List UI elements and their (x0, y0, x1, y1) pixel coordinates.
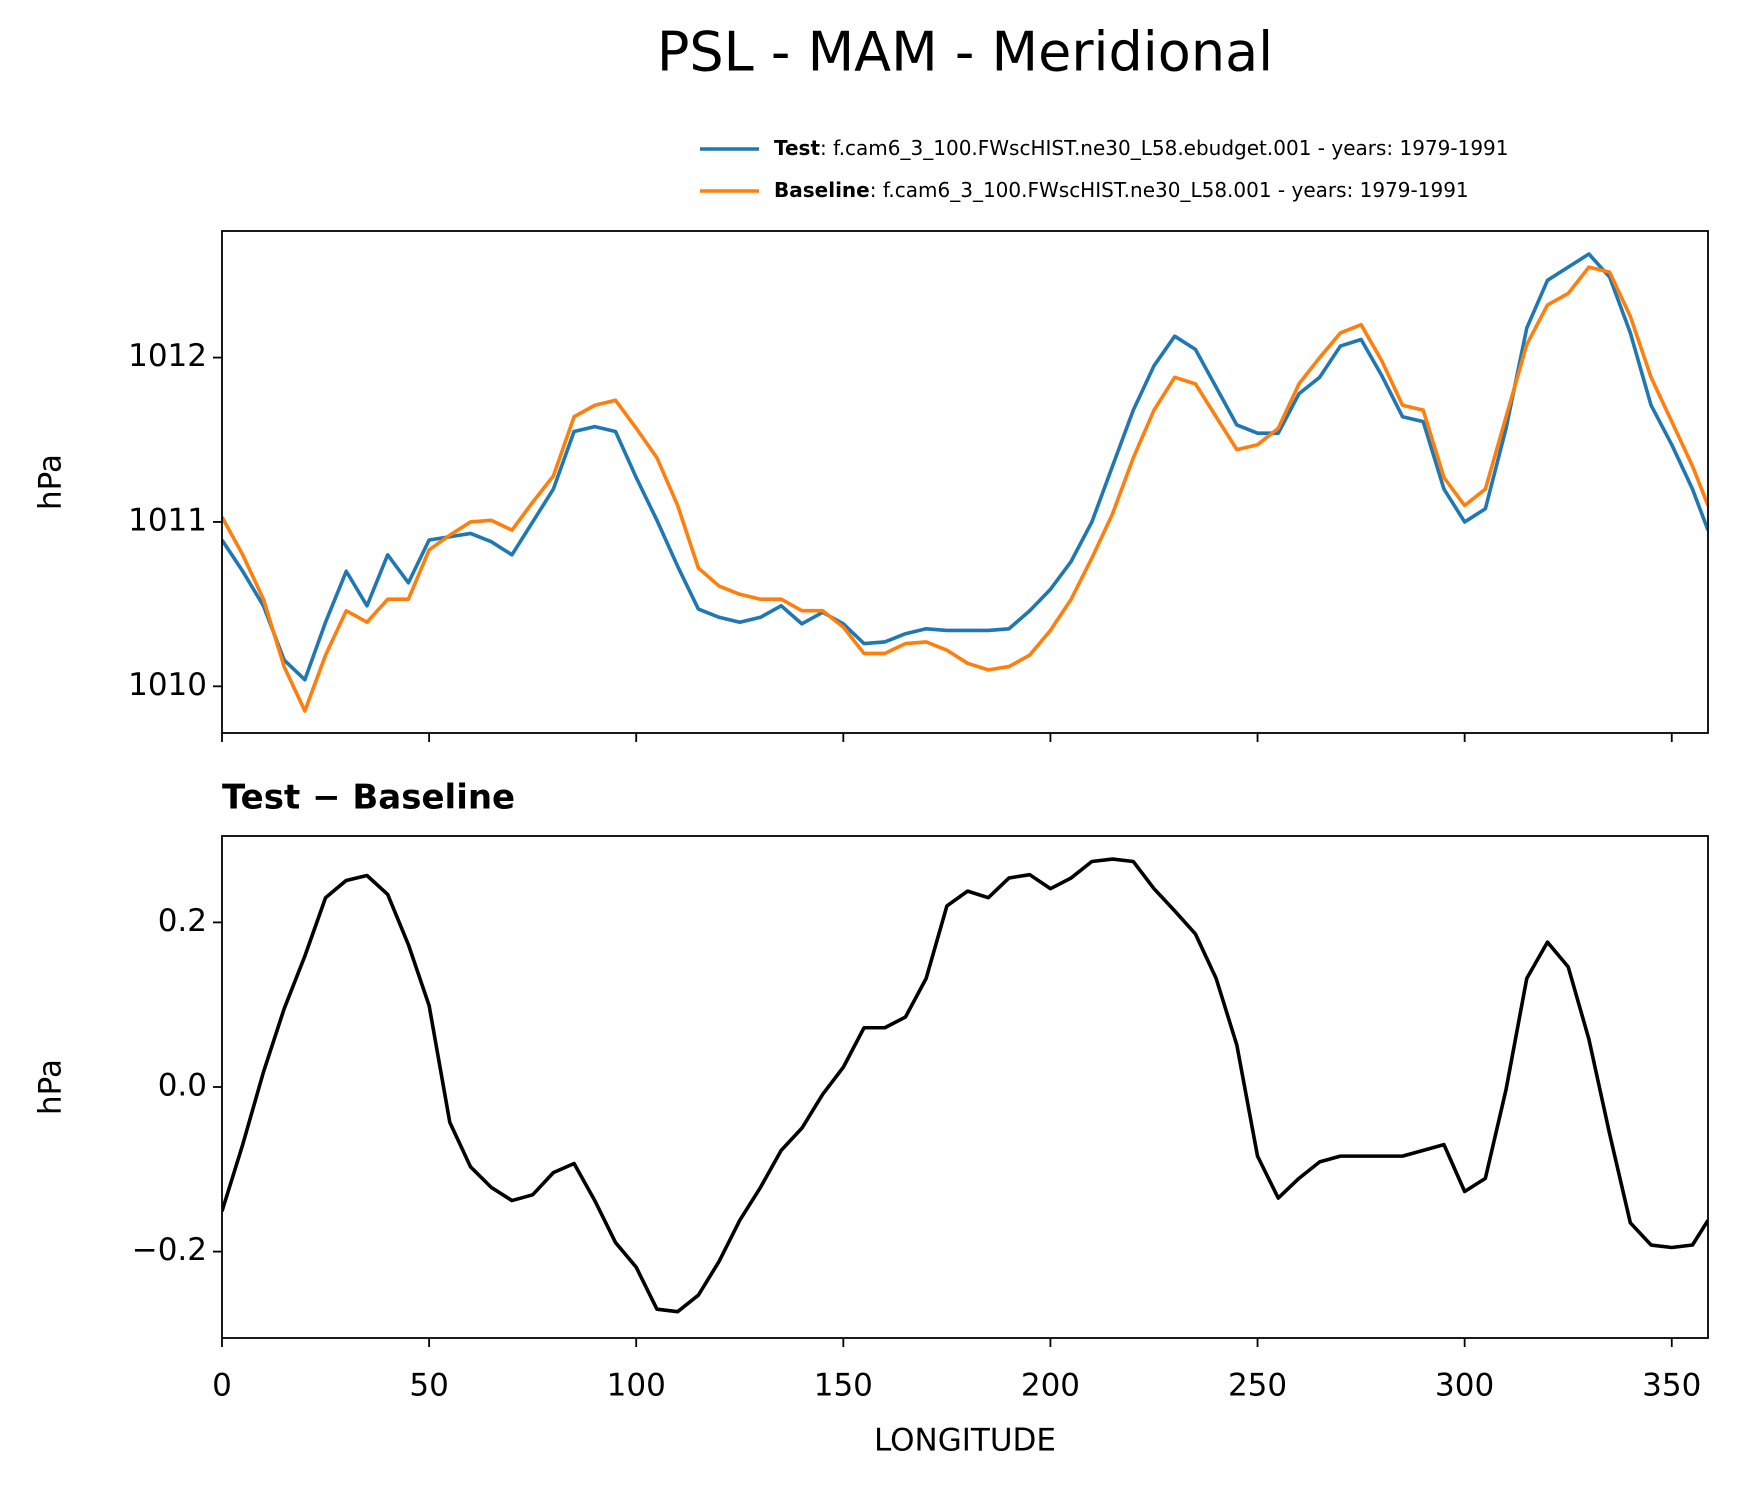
x-tick-label: 350 (1642, 1368, 1701, 1404)
y-tick-label: 0.0 (158, 1068, 207, 1104)
y-tick-label: 1011 (128, 502, 207, 538)
y-tick-label: 1010 (128, 667, 207, 703)
data-line (222, 265, 1708, 713)
x-tick-label: 300 (1435, 1368, 1494, 1404)
x-tick-label: 250 (1228, 1368, 1287, 1404)
legend-description: : f.cam6_3_100.FWscHIST.ne30_L58.001 - y… (870, 178, 1469, 202)
y-axis-label: hPa (33, 454, 69, 510)
data-line (222, 252, 1708, 682)
x-tick-label: 100 (607, 1368, 666, 1404)
legend-entry: Test: f.cam6_3_100.FWscHIST.ne30_L58.ebu… (774, 136, 1509, 160)
axes-frame (221, 230, 1709, 734)
plot-area (222, 857, 1708, 1314)
x-tick-label: 50 (409, 1368, 448, 1404)
legend-entry: Baseline: f.cam6_3_100.FWscHIST.ne30_L58… (774, 178, 1469, 202)
x-tick-label: 200 (1021, 1368, 1080, 1404)
legend-description: : f.cam6_3_100.FWscHIST.ne30_L58.ebudget… (820, 136, 1509, 160)
y-tick-label: 0.2 (158, 903, 207, 939)
figure-title: PSL - MAM - Meridional (657, 21, 1273, 84)
legend-name: Test (774, 136, 820, 160)
x-axis-label: LONGITUDE (874, 1423, 1056, 1459)
axes-frame (221, 835, 1709, 1339)
x-tick-label: 150 (814, 1368, 873, 1404)
y-tick-label: −0.2 (132, 1232, 207, 1268)
plot-area (222, 252, 1708, 713)
y-tick-label: 1012 (128, 338, 207, 374)
subplot-title: Test − Baseline (222, 778, 515, 818)
x-tick-label: 0 (212, 1368, 232, 1404)
y-axis-label: hPa (33, 1059, 69, 1115)
legend-name: Baseline (774, 178, 870, 202)
data-line (222, 857, 1708, 1314)
